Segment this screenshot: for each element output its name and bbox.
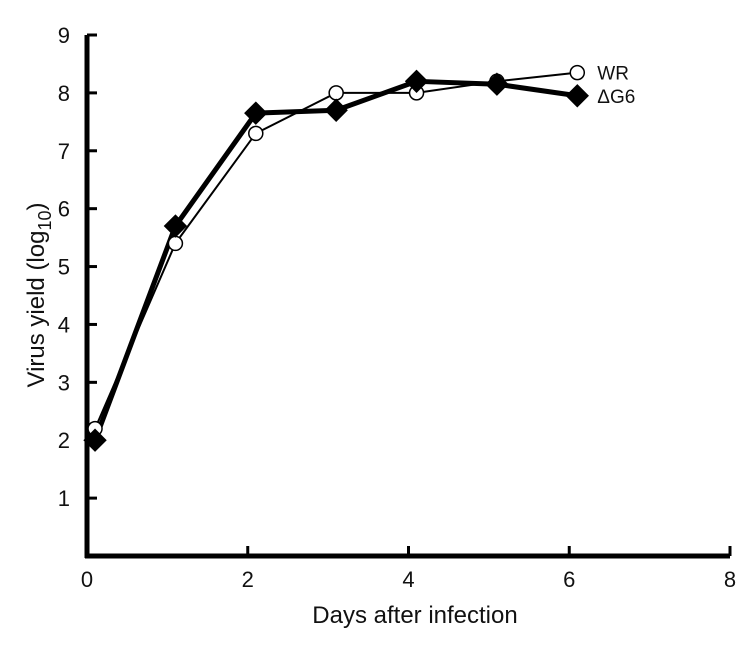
dg6-data-point	[244, 101, 268, 125]
y-tick-label: 7	[58, 139, 70, 164]
series-markers	[83, 64, 589, 452]
x-tick-label: 2	[242, 567, 254, 592]
x-tick-label: 6	[563, 567, 575, 592]
y-tick-label: 2	[58, 428, 70, 453]
y-tick-label: 6	[58, 197, 70, 222]
x-tick-label: 0	[81, 567, 93, 592]
wr-data-point	[248, 125, 264, 142]
y-axis-title-subscript: 10	[35, 211, 55, 231]
dg6-data-point	[404, 69, 429, 94]
y-axis-title: Virus yield (log10)	[23, 203, 55, 388]
dg6-data-point	[83, 428, 107, 452]
dg6-data-point	[485, 72, 509, 96]
y-tick-label: 5	[58, 255, 70, 280]
wr-series-label: WR	[597, 64, 629, 85]
dg6-data-point	[324, 98, 348, 122]
y-axis-title-main: Virus yield (log	[23, 231, 50, 388]
y-axis-title-close: )	[23, 203, 50, 211]
x-axis-title: Days after infection	[312, 602, 517, 629]
x-tick-label: 8	[724, 567, 736, 592]
wr-data-point	[328, 85, 344, 101]
dg6-data-point	[565, 84, 589, 108]
dg6-series-label: ΔG6	[597, 87, 635, 108]
wr-data-point	[167, 235, 184, 252]
axes	[84, 35, 730, 559]
x-tick-label: 4	[402, 567, 414, 592]
ticks: 1 2 3 4 5 6 7 8 9 0 2 4 6 8	[58, 23, 736, 592]
y-tick-label: 3	[58, 370, 70, 395]
series-lines	[92, 71, 578, 442]
dg6-data-point	[163, 214, 188, 238]
y-tick-label: 4	[58, 312, 70, 337]
y-tick-label: 9	[58, 23, 70, 48]
y-tick-label: 1	[58, 486, 70, 511]
y-tick-label: 8	[58, 81, 70, 106]
wr-data-point	[569, 64, 586, 81]
